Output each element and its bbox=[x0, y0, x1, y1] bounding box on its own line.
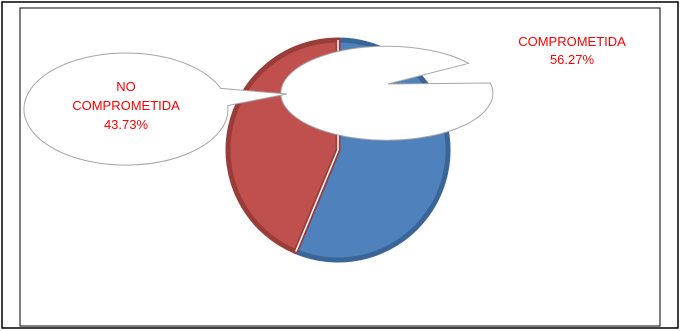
callout-bubble-comprometida bbox=[280, 45, 494, 141]
callout-no-comprometida: NO COMPROMETIDA 43.73% bbox=[23, 52, 288, 166]
callout-comprometida: COMPROMETIDA 56.27% bbox=[280, 34, 626, 141]
callout-value-no-comprometida: 43.73% bbox=[104, 117, 149, 132]
callout-value-comprometida: 56.27% bbox=[550, 52, 595, 67]
inner-border bbox=[19, 7, 661, 327]
slice-separator bbox=[295, 149, 339, 252]
callout-label-no-line2: COMPROMETIDA bbox=[72, 98, 180, 113]
callout-bubble-no-comprometida bbox=[23, 52, 288, 166]
callout-label-no-line1: NO bbox=[116, 79, 136, 94]
callout-label-comprometida: COMPROMETIDA bbox=[518, 34, 626, 49]
